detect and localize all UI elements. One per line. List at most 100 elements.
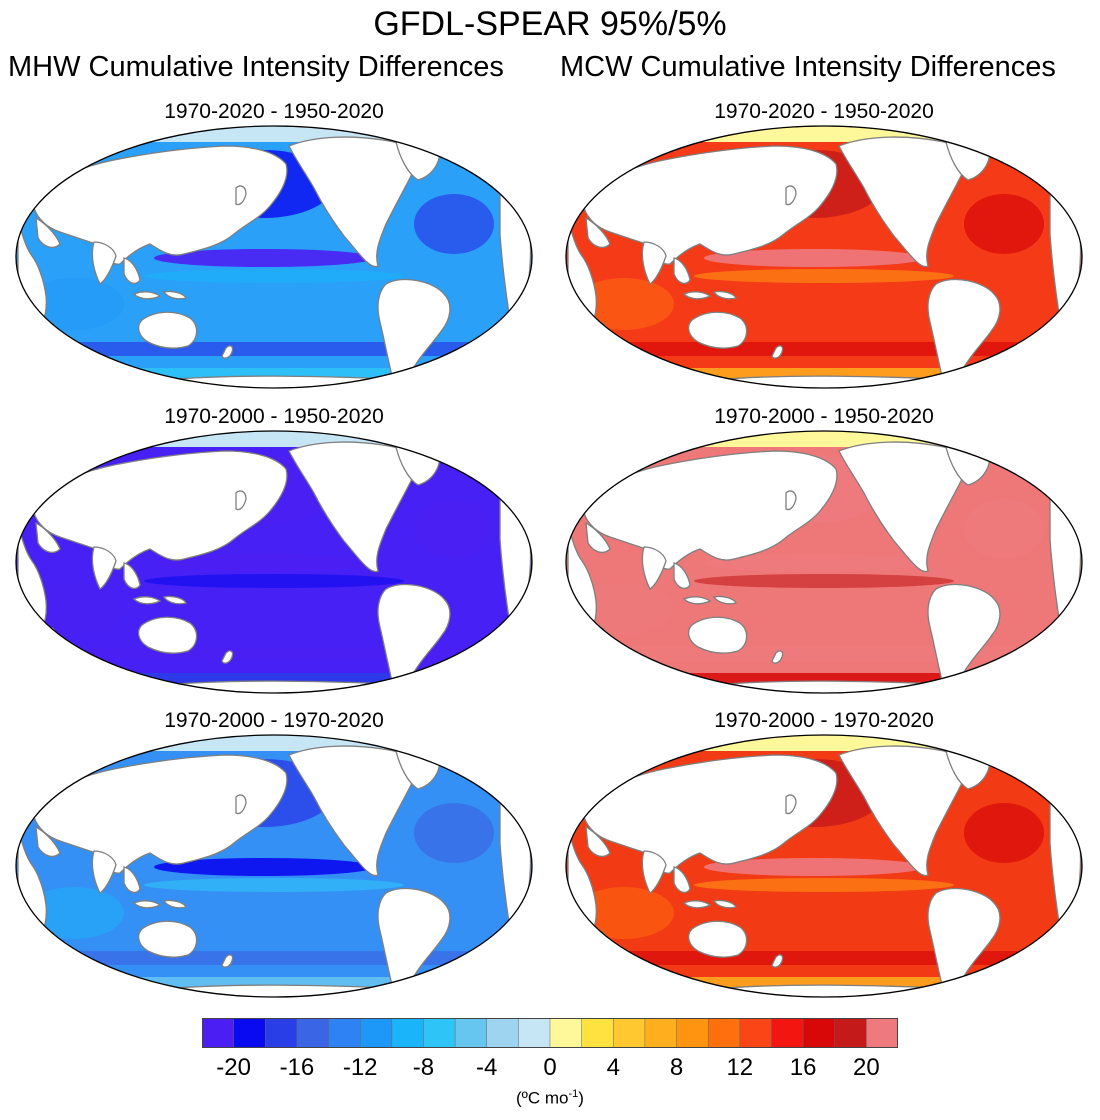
colorbar-segment <box>549 1018 583 1048</box>
land-japan <box>785 794 797 815</box>
land-australia <box>137 920 198 958</box>
land-northAmerica <box>838 136 966 268</box>
arctic-band <box>16 431 532 447</box>
southern-ocean-stripe <box>566 951 1082 965</box>
north-atlantic-core <box>964 194 1044 254</box>
colorbar-tick-label: -16 <box>279 1054 315 1081</box>
panel-title-mcw-3: 1970-2000 - 1970-2020 <box>714 709 934 732</box>
southern-ocean-stripe <box>16 951 532 965</box>
land-northAmerica <box>288 745 416 877</box>
colorbar-tick-label: 0 <box>543 1054 557 1081</box>
colorbar-tick-label: 8 <box>669 1054 684 1081</box>
land-arabia <box>585 216 611 249</box>
colorbar-segment <box>328 1018 361 1048</box>
land-australia <box>137 311 198 349</box>
land-japan <box>235 794 247 815</box>
equatorial-pacific-band <box>704 249 924 267</box>
land-newZealand <box>771 345 784 359</box>
panel-title-mhw-1: 1970-2020 - 1950-2020 <box>164 100 384 123</box>
arctic-band <box>16 735 532 751</box>
southern-ocean-stripe <box>16 342 532 356</box>
colorbar-segment <box>518 1018 551 1048</box>
land-indonesia2 <box>162 290 187 300</box>
land-australia <box>687 920 748 958</box>
map-border <box>15 125 533 389</box>
map-panel-mcw-3 <box>565 734 1083 998</box>
land-australia <box>137 616 198 654</box>
south-equatorial-band <box>144 574 404 588</box>
land-indonesia1 <box>682 291 712 300</box>
panel-title-mhw-3: 1970-2000 - 1970-2020 <box>164 709 384 732</box>
colorbar-segment <box>866 1018 898 1048</box>
map-panel-mhw-2 <box>15 430 533 694</box>
equatorial-pacific-band <box>704 858 924 876</box>
land-australia <box>687 311 748 349</box>
colorbar-segment <box>486 1018 519 1048</box>
indian-ocean-core <box>574 583 674 635</box>
land-newZealand <box>221 650 234 664</box>
land-northAmerica <box>838 745 966 877</box>
land-newZealand <box>221 954 234 968</box>
land-seAsia <box>673 866 691 894</box>
colorbar-tick-label: -8 <box>412 1054 435 1081</box>
arctic-band <box>566 431 1082 447</box>
land-japan <box>235 185 247 206</box>
land-indonesia1 <box>132 291 162 300</box>
north-atlantic-core <box>414 499 494 559</box>
colorbar-segment <box>233 1018 266 1048</box>
colorbar-segment <box>359 1018 393 1048</box>
colorbar-tick-label: 16 <box>789 1054 817 1081</box>
mcw-column-title: MCW Cumulative Intensity Differences <box>560 51 1056 83</box>
mhw-column-title: MHW Cumulative Intensity Differences <box>8 51 504 83</box>
land-newZealand <box>771 650 784 664</box>
land-indonesia1 <box>682 596 712 605</box>
land-india <box>91 241 117 285</box>
land-seAsia <box>673 562 691 590</box>
land-arabia <box>585 521 611 554</box>
land-newZealand <box>221 345 234 359</box>
arctic-band <box>566 126 1082 142</box>
land-indonesia2 <box>162 899 187 909</box>
land-indonesia1 <box>132 900 162 909</box>
colorbar <box>202 1018 898 1048</box>
indian-ocean-core <box>24 278 124 330</box>
colorbar-segment <box>423 1018 456 1048</box>
equatorial-pacific-band <box>154 249 374 267</box>
map-border <box>565 734 1083 998</box>
land-japan <box>235 490 247 511</box>
land-northAmerica <box>838 441 966 573</box>
land-india <box>91 546 117 590</box>
land-japan <box>785 490 797 511</box>
figure-title: GFDL-SPEAR 95%/5% <box>373 5 727 43</box>
south-equatorial-band <box>694 269 954 283</box>
land-seAsia <box>123 257 141 285</box>
indian-ocean-core <box>574 278 674 330</box>
colorbar-tick-label: 4 <box>606 1054 620 1081</box>
colorbar-segment <box>644 1018 678 1048</box>
colorbar-segment <box>834 1018 867 1048</box>
map-border <box>565 430 1083 694</box>
land-indonesia2 <box>712 290 737 300</box>
land-arabia <box>35 825 61 858</box>
colorbar-segment <box>454 1018 488 1048</box>
colorbar-segment <box>265 1018 298 1048</box>
colorbar-segment <box>581 1018 614 1048</box>
land-indonesia2 <box>712 899 737 909</box>
south-equatorial-band <box>144 269 404 283</box>
southern-ocean-stripe <box>16 647 532 661</box>
panel-title-mcw-1: 1970-2020 - 1950-2020 <box>714 100 934 123</box>
indian-ocean-core <box>574 887 674 939</box>
land-newZealand <box>771 954 784 968</box>
colorbar-segment <box>707 1018 741 1048</box>
land-india <box>641 546 667 590</box>
map-panel-mcw-1 <box>565 125 1083 389</box>
indian-ocean-core <box>24 583 124 635</box>
colorbar-tick-label: -4 <box>476 1054 498 1081</box>
equatorial-pacific-band <box>154 554 374 572</box>
land-indonesia1 <box>132 596 162 605</box>
land-seAsia <box>123 866 141 894</box>
south-equatorial-band <box>694 574 954 588</box>
map-panel-mcw-2 <box>565 430 1083 694</box>
panel-title-mhw-2: 1970-2000 - 1950-2020 <box>164 405 384 428</box>
land-seAsia <box>673 257 691 285</box>
